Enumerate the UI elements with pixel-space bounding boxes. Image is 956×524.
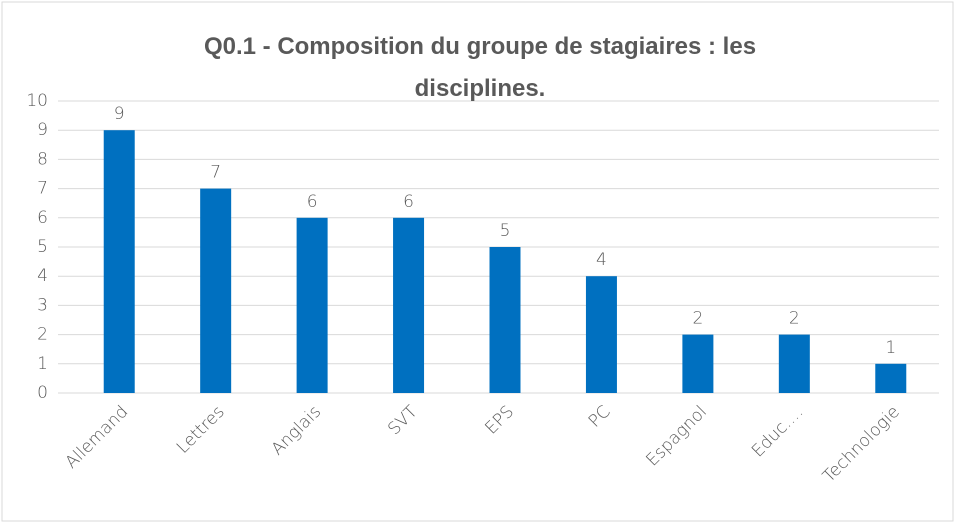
- bar: [778, 334, 810, 393]
- chart-title: Q0.1 - Composition du groupe de stagiair…: [203, 33, 757, 102]
- y-tick-label: 8: [37, 149, 48, 169]
- y-tick-label: 0: [37, 383, 48, 403]
- y-tick-label: 3: [37, 295, 48, 315]
- y-tick-label: 7: [37, 179, 48, 199]
- data-label: 4: [596, 250, 607, 270]
- bar: [489, 247, 521, 393]
- data-label: 2: [789, 309, 800, 329]
- y-tick-label: 9: [37, 120, 48, 140]
- data-label: 9: [114, 104, 125, 124]
- y-tick-label: 10: [26, 91, 48, 111]
- data-label: 6: [307, 192, 318, 212]
- bar: [200, 188, 232, 393]
- y-tick-label: 1: [37, 354, 48, 374]
- y-tick-label: 5: [37, 237, 48, 257]
- data-label: 6: [403, 192, 414, 212]
- y-tick-label: 2: [37, 325, 48, 345]
- bar: [296, 217, 328, 393]
- bar: [585, 276, 617, 393]
- data-label: 1: [885, 338, 896, 358]
- bar: [393, 217, 425, 393]
- bar: [682, 334, 714, 393]
- y-tick-label: 4: [37, 266, 48, 286]
- data-label: 7: [210, 163, 221, 183]
- data-label: 2: [692, 309, 703, 329]
- bar: [875, 363, 907, 393]
- data-label: 5: [500, 221, 511, 241]
- bar: [103, 130, 135, 393]
- y-tick-label: 6: [37, 208, 48, 228]
